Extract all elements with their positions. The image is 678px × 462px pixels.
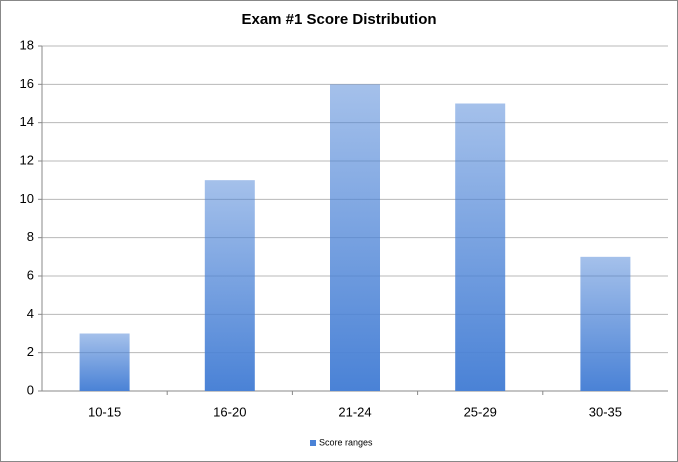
bar xyxy=(330,84,380,391)
x-tick-label: 16-20 xyxy=(213,404,246,419)
x-tick-label: 30-35 xyxy=(589,404,622,419)
x-tick-label: 21-24 xyxy=(338,404,371,419)
legend-text: Score ranges xyxy=(319,437,373,447)
x-tick-label: 25-29 xyxy=(464,404,497,419)
y-tick-label: 4 xyxy=(27,306,34,321)
bar xyxy=(79,333,130,391)
chart-title: Exam #1 Score Distribution xyxy=(241,11,436,28)
y-tick-label: 12 xyxy=(20,152,34,167)
y-tick-label: 18 xyxy=(20,37,34,52)
x-tick-label: 10-15 xyxy=(88,404,121,419)
y-tick-label: 2 xyxy=(27,344,34,359)
y-tick-label: 0 xyxy=(27,382,34,397)
y-tick-label: 14 xyxy=(20,114,34,129)
legend-swatch xyxy=(310,440,316,446)
y-tick-label: 6 xyxy=(27,267,34,282)
y-tick-label: 16 xyxy=(20,76,34,91)
bar xyxy=(455,103,506,391)
y-tick-label: 10 xyxy=(20,191,34,206)
bar xyxy=(580,256,631,391)
bar xyxy=(204,180,255,391)
y-tick-label: 8 xyxy=(27,229,34,244)
